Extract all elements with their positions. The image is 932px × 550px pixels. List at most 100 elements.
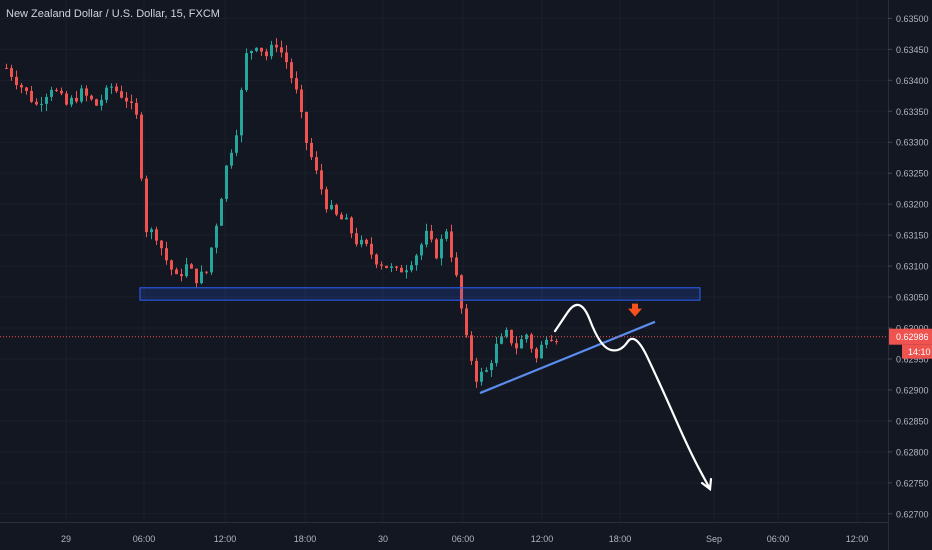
candle (235, 135, 238, 153)
candle (165, 248, 168, 261)
candle (15, 76, 18, 86)
candle (160, 240, 163, 249)
candle (125, 97, 128, 102)
candle (80, 88, 83, 102)
candle (35, 101, 38, 105)
projection-arrow-head (700, 477, 713, 492)
candle (180, 274, 183, 277)
candle (90, 95, 93, 100)
candle (370, 243, 373, 255)
chart-title: New Zealand Dollar / U.S. Dollar, 15, FX… (6, 8, 220, 20)
candle (85, 88, 88, 96)
price-tick-label: 0.62750 (896, 478, 929, 488)
time-tick-label: 18:00 (294, 534, 317, 544)
countdown-value: 14:10 (908, 347, 931, 357)
candle (530, 334, 533, 349)
candle (465, 308, 468, 336)
candle (25, 87, 28, 91)
trendline[interactable] (479, 320, 656, 395)
candle (285, 52, 288, 63)
candle (550, 339, 553, 341)
candle (330, 204, 333, 210)
candle (170, 260, 173, 270)
candle (190, 264, 193, 269)
candle (305, 112, 308, 143)
candle (130, 101, 133, 103)
price-tick-label: 0.63300 (896, 138, 929, 148)
candle (545, 339, 548, 345)
candle (365, 239, 368, 244)
candle (430, 230, 433, 240)
candle (200, 271, 203, 284)
candle (45, 96, 48, 104)
signal-arrow-icon (628, 303, 642, 317)
time-tick-label: 12:00 (214, 534, 237, 544)
price-tick-label: 0.62950 (896, 354, 929, 364)
candle (55, 89, 58, 91)
candle (420, 244, 423, 256)
candle (315, 157, 318, 171)
price-tick-label: 0.63500 (896, 14, 929, 24)
candle (310, 142, 313, 158)
time-tick-label: 29 (61, 534, 71, 544)
support-zone[interactable] (139, 287, 701, 301)
candle (30, 90, 33, 102)
candle (100, 99, 103, 106)
time-tick-label: 12:00 (846, 534, 869, 544)
candle (355, 233, 358, 245)
candle (10, 68, 13, 77)
candle (360, 239, 363, 245)
price-tick-label: 0.62700 (896, 509, 929, 519)
candle (350, 217, 353, 234)
candle (20, 85, 23, 88)
candle (400, 267, 403, 273)
candle (495, 343, 498, 363)
candle (480, 371, 483, 382)
price-tick-label: 0.63050 (896, 293, 929, 303)
candle (110, 86, 113, 88)
price-tick-label: 0.63250 (896, 169, 929, 179)
candle (140, 114, 143, 179)
candle (440, 238, 443, 259)
candle (205, 271, 208, 273)
candle (70, 97, 73, 105)
price-tag-value: 0.62986 (896, 332, 929, 342)
candle (145, 178, 148, 233)
candle (65, 93, 68, 105)
candle (120, 91, 123, 98)
candle (60, 90, 63, 94)
candle (435, 239, 438, 259)
price-tick-label: 0.63100 (896, 262, 929, 272)
candle (415, 255, 418, 266)
candle (280, 47, 283, 53)
candle (300, 89, 303, 113)
candle (380, 264, 383, 266)
candle (425, 230, 428, 245)
candle (405, 270, 408, 273)
candle (335, 204, 338, 215)
candle (95, 99, 98, 106)
candle (325, 189, 328, 210)
candle (40, 103, 43, 105)
projection-path[interactable] (553, 303, 712, 491)
candle (230, 152, 233, 166)
price-tick-label: 0.63150 (896, 231, 929, 241)
candle (470, 335, 473, 361)
candle (220, 198, 223, 226)
candle (135, 102, 138, 115)
candle (475, 360, 478, 382)
candle (50, 89, 53, 97)
candle (185, 264, 188, 277)
candle (260, 47, 263, 52)
candle (535, 348, 538, 359)
candle (520, 339, 523, 349)
candle (490, 362, 493, 371)
candle (385, 265, 388, 268)
candle (410, 265, 413, 271)
price-axis[interactable] (888, 0, 932, 550)
countdown-tag (902, 344, 932, 359)
candle (225, 165, 228, 199)
time-tick-label: 06:00 (133, 534, 156, 544)
candle (395, 266, 398, 268)
